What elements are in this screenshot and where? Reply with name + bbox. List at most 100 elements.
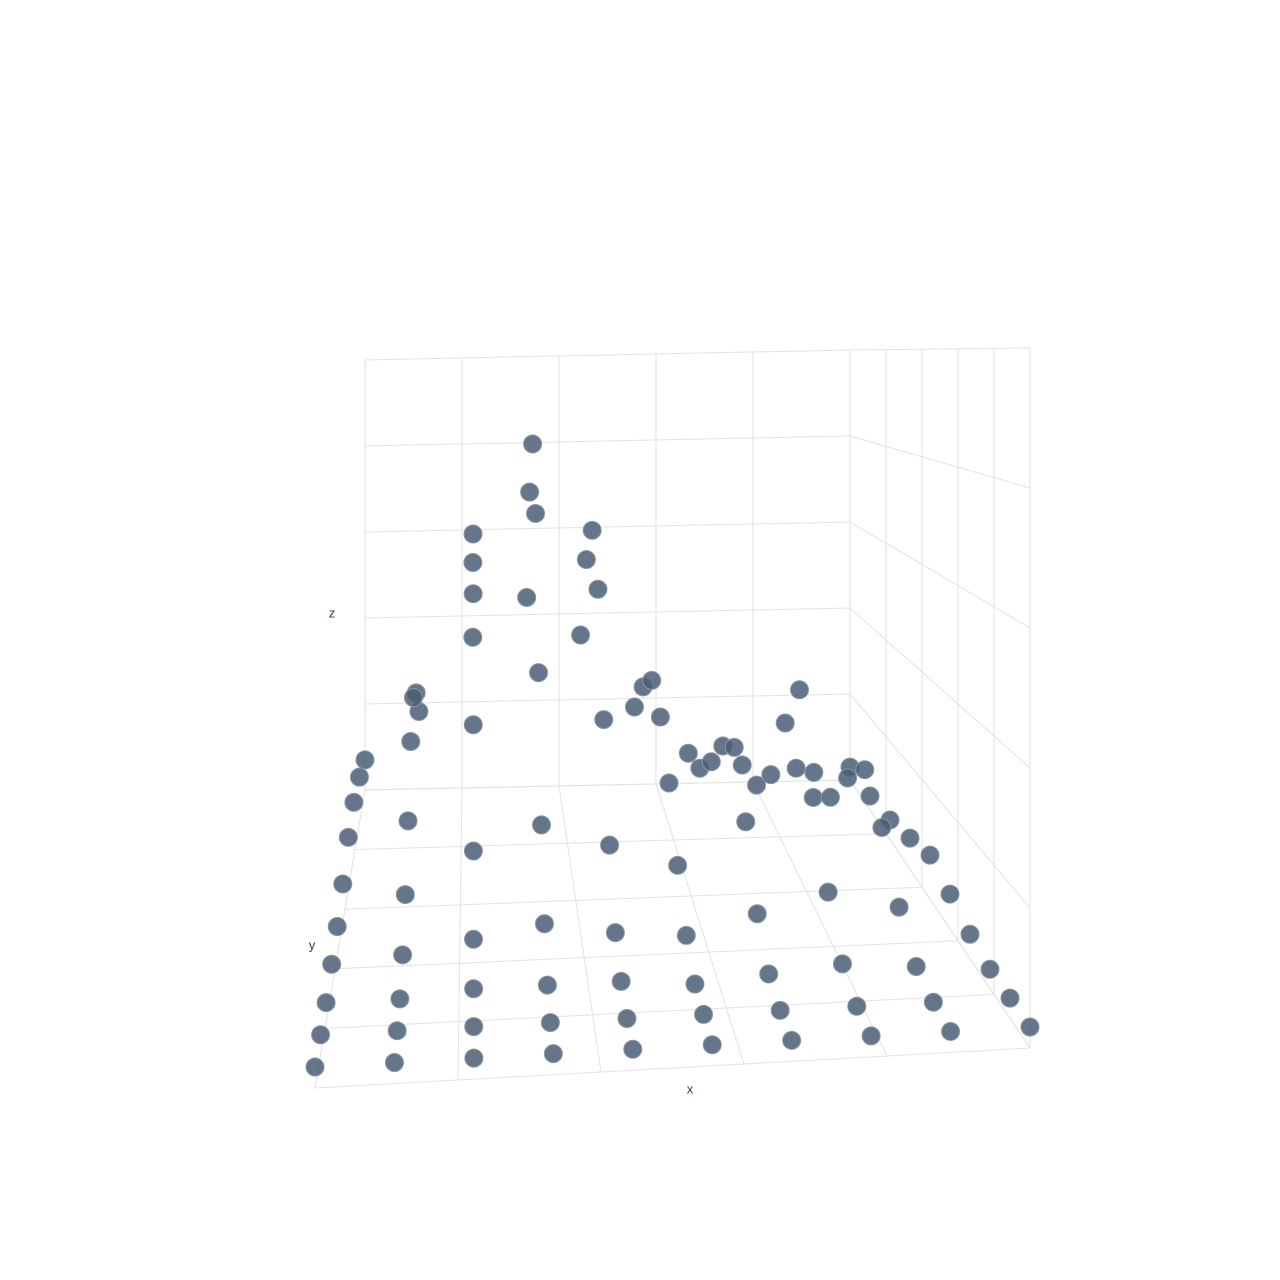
point [611, 971, 631, 991]
point [517, 587, 537, 607]
point [1020, 1017, 1040, 1037]
grid-line [849, 435, 1031, 489]
grid-line [558, 785, 602, 1073]
grid-line [457, 787, 463, 1081]
point [464, 929, 484, 949]
point [732, 755, 752, 775]
point [600, 835, 620, 855]
point [790, 680, 810, 700]
point [333, 874, 353, 894]
z-axis-title: z [329, 605, 336, 620]
grid-line [314, 1047, 1031, 1089]
grid-line [849, 607, 1031, 769]
point [701, 752, 721, 772]
point [338, 827, 358, 847]
point [401, 732, 421, 752]
point [463, 584, 483, 604]
point [642, 670, 662, 690]
grid-line [364, 607, 851, 619]
point [847, 996, 867, 1016]
point [786, 758, 806, 778]
point [390, 989, 410, 1009]
point [685, 974, 705, 994]
point [588, 579, 608, 599]
point [344, 792, 364, 812]
grid-line [324, 993, 995, 1029]
point [624, 697, 644, 717]
point [463, 841, 483, 861]
point [861, 1026, 881, 1046]
point [860, 786, 880, 806]
point [676, 925, 696, 945]
point [540, 1013, 560, 1033]
point [820, 787, 840, 807]
point [395, 885, 415, 905]
point [920, 845, 940, 865]
point [523, 434, 543, 454]
point [464, 1017, 484, 1037]
point [387, 1021, 407, 1041]
point [463, 627, 483, 647]
point [941, 1021, 961, 1041]
point [747, 775, 767, 795]
point [531, 815, 551, 835]
point [355, 750, 375, 770]
points [305, 434, 1040, 1077]
point [702, 1035, 722, 1055]
point [659, 773, 679, 793]
point [311, 1025, 331, 1045]
point [694, 1004, 714, 1024]
point [818, 882, 838, 902]
point [775, 713, 795, 733]
point [678, 743, 698, 763]
point [759, 964, 779, 984]
point [327, 917, 347, 937]
point [463, 715, 483, 735]
point [650, 707, 670, 727]
point [393, 945, 413, 965]
point [464, 1048, 484, 1068]
point [838, 768, 858, 788]
point [384, 1053, 404, 1073]
y-axis-title: y [309, 937, 316, 952]
grid-line [354, 833, 887, 851]
grid-line [334, 940, 959, 970]
point [960, 924, 980, 944]
point [770, 1000, 790, 1020]
point [623, 1039, 643, 1059]
point [349, 767, 369, 787]
point [534, 914, 554, 934]
point [906, 957, 926, 977]
point [872, 817, 892, 837]
x-axis-title: x [687, 1081, 694, 1096]
point [543, 1044, 563, 1064]
point [736, 812, 756, 832]
grid-line [364, 435, 851, 447]
point [889, 897, 909, 917]
point [761, 765, 781, 785]
point [463, 553, 483, 573]
point [605, 923, 625, 943]
point [464, 979, 484, 999]
point [724, 737, 744, 757]
point [316, 993, 336, 1013]
point [803, 787, 823, 807]
point [403, 688, 423, 708]
point [617, 1008, 637, 1028]
grid-line [849, 521, 1031, 629]
grid [314, 347, 1031, 1089]
point [940, 884, 960, 904]
point [463, 524, 483, 544]
point [980, 959, 1000, 979]
grid-line [364, 521, 851, 533]
point [832, 954, 852, 974]
point [594, 710, 614, 730]
point [537, 975, 557, 995]
point [855, 760, 875, 780]
point [1000, 988, 1020, 1008]
point [571, 625, 591, 645]
point [923, 992, 943, 1012]
point [576, 550, 596, 570]
point [305, 1057, 325, 1077]
point [529, 663, 549, 683]
